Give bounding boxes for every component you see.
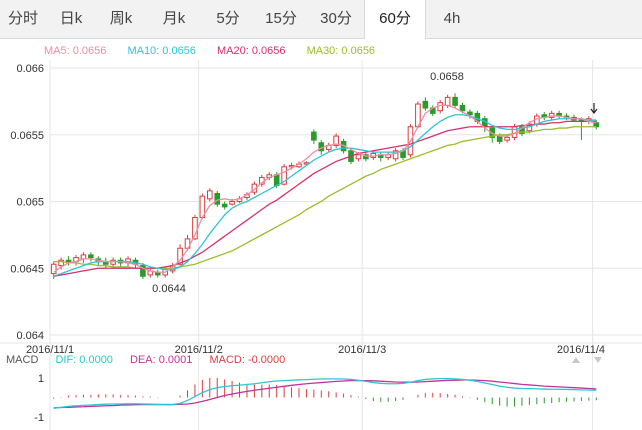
- ma30-legend: MA30: 0.0656: [306, 45, 376, 57]
- candle-body: [110, 259, 116, 265]
- y-tick-label: 0.066: [16, 63, 44, 75]
- tab-8[interactable]: 4h: [443, 10, 461, 27]
- candle-body: [459, 104, 466, 112]
- candle-body: [452, 96, 458, 106]
- interval-tab-bar: 分时 日k 周k 月k 5分 15分 30分 60分 4h: [0, 0, 642, 39]
- candle-body: [467, 111, 473, 116]
- tab-3[interactable]: 月k: [162, 10, 186, 27]
- candle-body: [58, 259, 64, 267]
- tab-2[interactable]: 周k: [109, 10, 133, 27]
- macd-value-legend: MACD: -0.0000: [209, 354, 286, 366]
- candle-body: [437, 102, 444, 112]
- macd-y-tick-label: -1: [34, 412, 44, 424]
- x-tick-label: 2016/11/2: [175, 344, 223, 356]
- ma20-legend: MA20: 0.0656: [217, 45, 286, 57]
- tab-4[interactable]: 5分: [216, 10, 240, 27]
- candle-body: [548, 112, 555, 118]
- tab-7[interactable]: 60分: [364, 0, 426, 39]
- candle-body: [311, 131, 317, 141]
- candle-body: [422, 100, 429, 109]
- ma10-line: [53, 114, 597, 277]
- candle-body: [140, 265, 146, 277]
- tab-5[interactable]: 15分: [265, 10, 297, 27]
- y-tick-label: 0.0645: [10, 263, 44, 275]
- scroll-up-icon: [572, 357, 580, 363]
- candle-body: [288, 164, 295, 168]
- macd-y-tick-label: 1: [38, 373, 44, 385]
- tab-1[interactable]: 日k: [59, 10, 83, 27]
- arrow-down-icon: [590, 103, 598, 114]
- dea-legend: DEA: 0.0001: [130, 354, 193, 366]
- ma10-legend: MA10: 0.0656: [127, 45, 196, 57]
- y-tick-label: 0.0655: [10, 130, 44, 142]
- dif-line: [53, 377, 597, 409]
- macd-title: MACD: [6, 354, 39, 366]
- candle-body: [444, 96, 451, 106]
- y-tick-label: 0.064: [16, 330, 44, 342]
- tab-0[interactable]: 分时: [7, 10, 38, 27]
- candle-body: [333, 135, 339, 146]
- dif-legend: DIF: 0.0000: [55, 354, 113, 366]
- candle-body: [355, 154, 362, 160]
- candle-body: [229, 201, 235, 205]
- high-price-label: 0.0658: [430, 71, 464, 83]
- candle-body: [214, 192, 221, 205]
- ma5-line: [53, 104, 597, 273]
- tab-6[interactable]: 30分: [320, 10, 352, 27]
- candle-body: [496, 135, 503, 142]
- candle-body: [206, 190, 213, 200]
- x-tick-label: 2016/11/3: [338, 344, 386, 356]
- candle-body: [88, 254, 94, 259]
- candle-body: [363, 154, 369, 160]
- ma-legend: MA5: 0.0656 MA10: 0.0656 MA20: 0.0656 MA…: [44, 45, 393, 57]
- y-tick-label: 0.065: [16, 197, 44, 209]
- scroll-down-icon: [594, 357, 602, 363]
- x-tick-label: 2016/11/1: [26, 344, 74, 356]
- macd-legend: MACD DIF: 0.0000 DEA: 0.0001 MACD: -0.00…: [6, 354, 299, 366]
- candle-body: [65, 259, 72, 263]
- low-price-label: 0.0644: [152, 283, 186, 295]
- candle-body: [221, 203, 228, 208]
- candle-body: [392, 150, 399, 160]
- candle-body: [281, 166, 287, 185]
- candle-body: [504, 136, 510, 141]
- ma30-line: [53, 126, 597, 269]
- x-tick-label: 2016/11/4: [557, 344, 605, 356]
- ma5-legend: MA5: 0.0656: [44, 45, 107, 57]
- candle-body: [50, 263, 57, 275]
